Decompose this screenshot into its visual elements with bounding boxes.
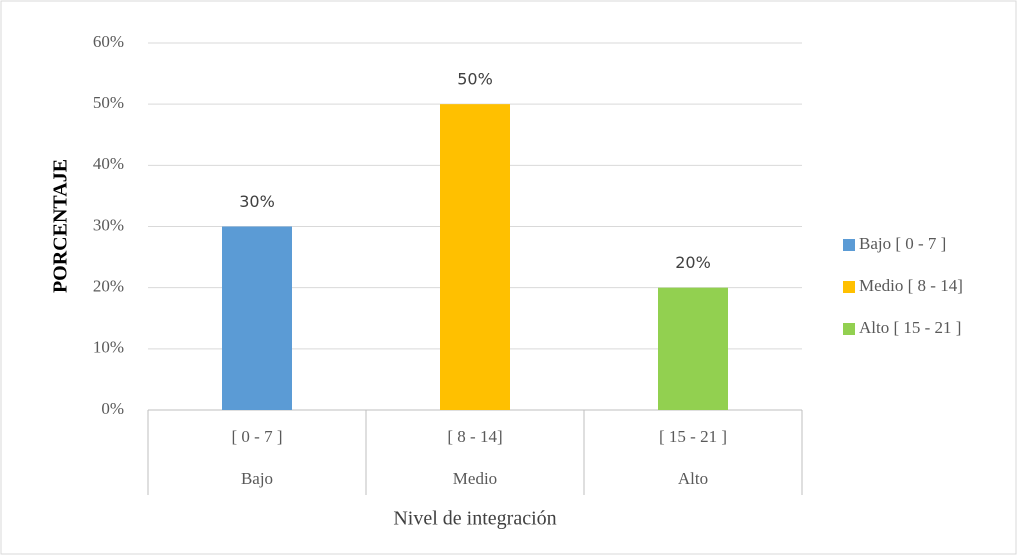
legend-swatch	[843, 281, 855, 293]
legend-label: Bajo [ 0 - 7 ]	[859, 234, 946, 253]
legend-label: Medio [ 8 - 14]	[859, 276, 963, 295]
x-group-label: Alto	[678, 469, 708, 488]
x-tick-label: [ 8 - 14]	[447, 427, 502, 446]
y-tick-label: 20%	[93, 277, 124, 296]
x-tick-label: [ 0 - 7 ]	[232, 427, 283, 446]
legend-swatch	[843, 323, 855, 335]
y-tick-label: 60%	[93, 32, 124, 51]
y-tick-label: 30%	[93, 215, 124, 234]
x-axis-title: Nivel de integración	[393, 508, 556, 530]
bar	[222, 226, 292, 410]
data-label: 50%	[457, 70, 493, 89]
x-tick-label: [ 15 - 21 ]	[659, 427, 727, 446]
bar	[658, 287, 728, 410]
bar	[440, 104, 510, 411]
data-label: 20%	[675, 253, 711, 272]
legend-label: Alto [ 15 - 21 ]	[859, 318, 961, 337]
x-group-label: Bajo	[241, 469, 273, 488]
x-group-label: Medio	[453, 469, 497, 488]
y-tick-label: 50%	[93, 93, 124, 112]
y-tick-label: 10%	[93, 338, 124, 357]
y-tick-label: 0%	[101, 399, 124, 418]
data-label: 30%	[239, 192, 275, 211]
y-axis-title: PORCENTAJE	[50, 159, 72, 293]
y-tick-label: 40%	[93, 154, 124, 173]
legend-swatch	[843, 239, 855, 251]
